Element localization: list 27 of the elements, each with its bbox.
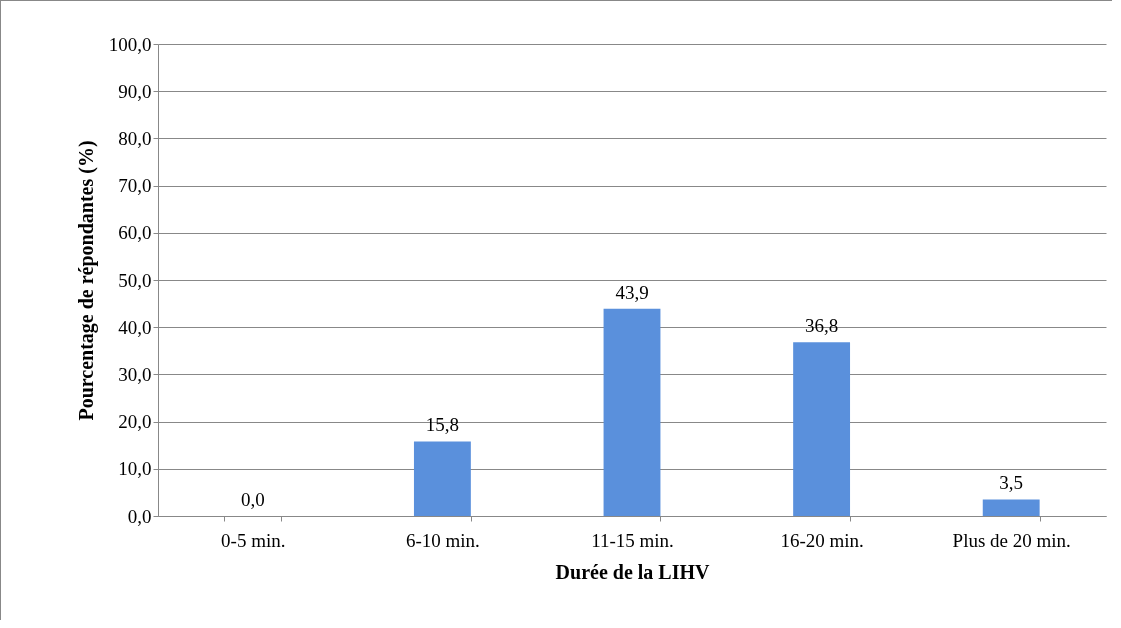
bar bbox=[603, 308, 661, 516]
data-label: 3,5 bbox=[999, 472, 1024, 494]
x-axis-title: Durée de la LIHV bbox=[555, 560, 710, 583]
y-tick-label: 90,0 bbox=[118, 80, 152, 102]
data-label: 43,9 bbox=[615, 281, 649, 303]
x-tick-label: Plus de 20 min. bbox=[952, 529, 1071, 551]
y-tick-label: 20,0 bbox=[118, 411, 152, 433]
x-tick-label: 0-5 min. bbox=[221, 529, 286, 551]
bar bbox=[413, 441, 471, 516]
data-label: 36,8 bbox=[804, 315, 839, 337]
y-tick-label: 0,0 bbox=[127, 505, 152, 527]
x-tick-label: 11-15 min. bbox=[591, 529, 674, 551]
x-tick-label: 16-20 min. bbox=[780, 529, 864, 551]
y-tick-label: 10,0 bbox=[118, 458, 152, 480]
x-tick-label: 6-10 min. bbox=[405, 529, 480, 551]
bar bbox=[982, 499, 1040, 516]
bar bbox=[793, 342, 851, 516]
y-tick-label: 80,0 bbox=[118, 127, 152, 149]
y-tick-label: 30,0 bbox=[118, 363, 152, 385]
data-label: 0,0 bbox=[240, 489, 265, 510]
y-tick-label: 70,0 bbox=[118, 175, 152, 197]
y-tick-label: 60,0 bbox=[118, 222, 152, 244]
y-axis-title: Pourcentage de répondantes (%) bbox=[74, 140, 98, 421]
y-tick-label: 40,0 bbox=[118, 316, 152, 338]
y-tick-label: 100,0 bbox=[108, 33, 152, 55]
data-label: 15,8 bbox=[425, 414, 460, 436]
y-tick-label: 50,0 bbox=[118, 269, 152, 291]
